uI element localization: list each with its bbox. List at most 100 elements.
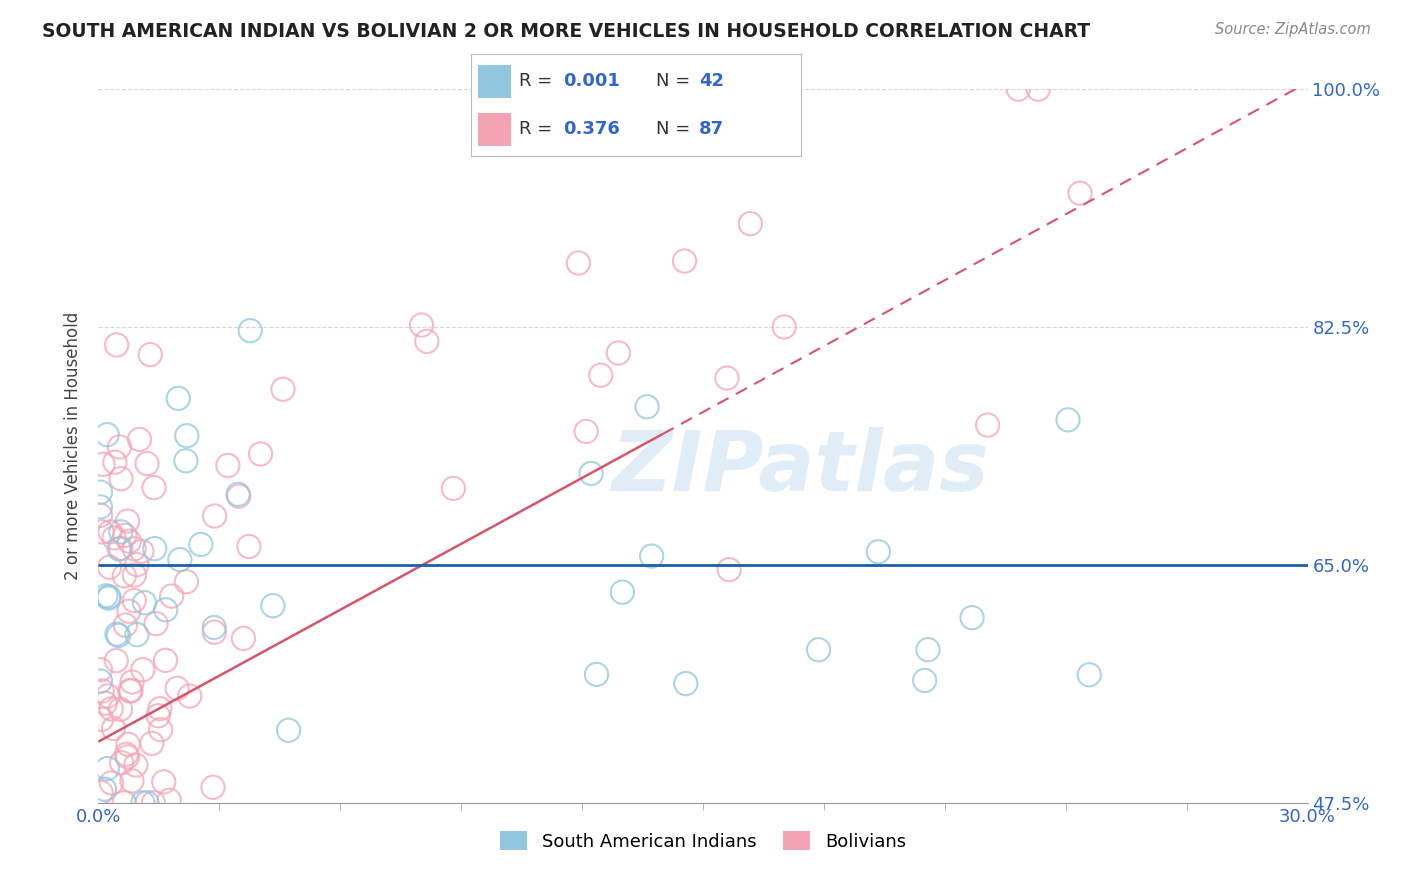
Point (96, 762, 118, 776)
Point (1057, 413, 1080, 427)
Point (94, 696, 117, 710)
Text: 0.376: 0.376 (564, 120, 620, 138)
Point (917, 642, 939, 657)
Point (868, 545, 890, 559)
Point (1078, 668, 1101, 682)
Text: ZIPatlas: ZIPatlas (610, 427, 988, 508)
Point (134, 596, 156, 610)
Bar (478, 65, 510, 97)
Point (1007, 82, 1029, 96)
Point (271, 382, 294, 396)
Point (98, 560, 121, 574)
Point (567, 256, 589, 270)
Point (89, 674, 111, 689)
Point (640, 549, 662, 563)
Point (110, 472, 132, 486)
Point (110, 702, 132, 716)
Point (104, 455, 127, 469)
Text: N =: N = (657, 120, 696, 138)
Point (98, 524, 121, 539)
Point (914, 673, 936, 688)
Point (1026, 82, 1049, 96)
Point (91, 524, 114, 539)
Point (114, 618, 136, 632)
Point (90, 712, 112, 726)
Point (579, 467, 602, 481)
Point (228, 489, 250, 503)
Point (575, 425, 598, 439)
Point (441, 482, 464, 496)
Point (105, 654, 128, 668)
Point (704, 108, 727, 122)
Point (204, 625, 226, 640)
Point (93, 782, 115, 797)
Point (612, 585, 634, 599)
Point (117, 737, 139, 751)
Point (167, 392, 190, 406)
Bar (478, 113, 510, 145)
Point (121, 675, 143, 690)
Point (118, 534, 141, 549)
Point (149, 702, 172, 716)
Point (589, 368, 612, 383)
Point (155, 603, 177, 617)
Point (249, 447, 271, 461)
Text: 42: 42 (699, 72, 724, 90)
Point (169, 552, 191, 566)
Point (107, 628, 129, 642)
Point (118, 683, 141, 698)
Point (675, 676, 697, 690)
Point (98, 590, 121, 604)
Point (673, 254, 696, 268)
Point (174, 454, 197, 468)
Point (120, 683, 142, 698)
Point (217, 458, 239, 473)
Point (204, 508, 226, 523)
Point (117, 514, 139, 528)
Text: SOUTH AMERICAN INDIAN VS BOLIVIAN 2 OR MORE VEHICLES IN HOUSEHOLD CORRELATION CH: SOUTH AMERICAN INDIAN VS BOLIVIAN 2 OR M… (42, 22, 1090, 41)
Point (143, 481, 166, 495)
Point (262, 599, 284, 613)
Point (142, 796, 165, 810)
Point (277, 723, 299, 738)
Point (125, 758, 148, 772)
Point (773, 320, 796, 334)
Point (131, 544, 153, 558)
Point (226, 487, 249, 501)
Point (202, 620, 225, 634)
Point (91, 684, 114, 698)
Point (105, 338, 128, 352)
Point (155, 653, 177, 667)
Point (110, 524, 132, 539)
Text: R =: R = (519, 120, 558, 138)
Point (103, 531, 125, 545)
Point (91, 458, 114, 472)
Text: 87: 87 (699, 120, 724, 138)
Point (636, 400, 658, 414)
Point (136, 796, 159, 810)
Text: N =: N = (657, 72, 696, 90)
Point (607, 346, 630, 360)
Point (100, 702, 122, 716)
Point (128, 433, 150, 447)
Point (89, 663, 111, 677)
Point (976, 417, 998, 432)
Point (411, 318, 433, 332)
Point (118, 604, 141, 618)
Point (89, 485, 111, 500)
Point (103, 722, 125, 736)
Point (112, 796, 135, 810)
Point (157, 793, 180, 807)
Point (132, 796, 155, 810)
Point (105, 627, 128, 641)
Point (201, 780, 224, 795)
Point (190, 537, 212, 551)
Point (718, 563, 741, 577)
Text: Source: ZipAtlas.com: Source: ZipAtlas.com (1215, 22, 1371, 37)
Point (90, 785, 112, 799)
Point (176, 574, 198, 589)
Point (136, 457, 159, 471)
Point (145, 616, 167, 631)
Point (716, 371, 738, 385)
Point (100, 776, 122, 790)
